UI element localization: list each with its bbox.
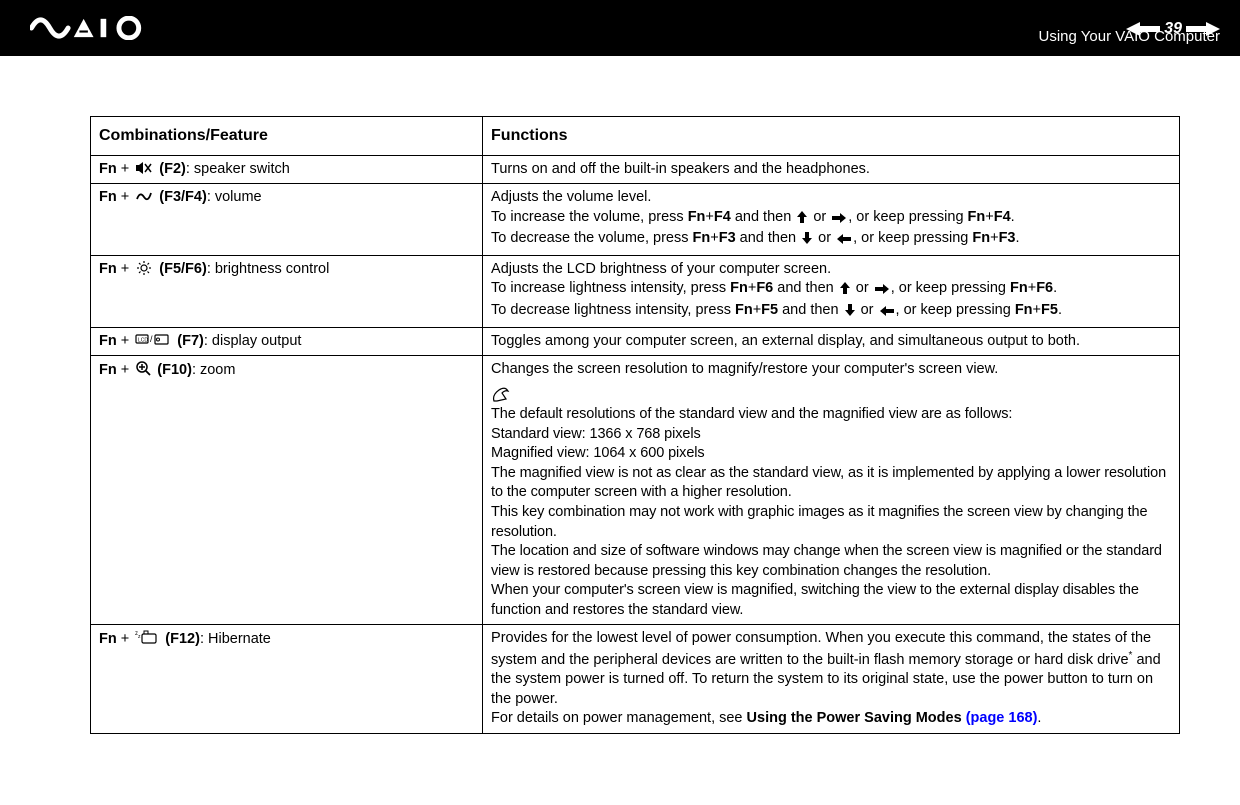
table-header-right: Functions: [483, 117, 1180, 156]
function-cell: Adjusts the volume level.To increase the…: [483, 184, 1180, 256]
zoom-icon: [133, 362, 153, 378]
svg-text:z: z: [138, 634, 141, 640]
hibernate-icon: zz: [133, 631, 161, 647]
page-content: Combinations/Feature Functions Fn + (F2)…: [0, 56, 1240, 754]
feature-cell: Fn + (F10): zoom: [91, 356, 483, 625]
svg-text:/: /: [150, 334, 153, 344]
page-section-title: Using Your VAIO Computer: [1039, 28, 1220, 46]
feature-cell: Fn + (F2): speaker switch: [91, 155, 483, 184]
volume-icon: [133, 189, 155, 205]
fn-key-table: Combinations/Feature Functions Fn + (F2)…: [90, 116, 1180, 734]
table-row: Fn + LCD/ (F7): display outputToggles am…: [91, 327, 1180, 356]
function-cell: Changes the screen resolution to magnify…: [483, 356, 1180, 625]
table-row: Fn + (F3/F4): volumeAdjusts the volume l…: [91, 184, 1180, 256]
table-row: Fn + (F2): speaker switchTurns on and of…: [91, 155, 1180, 184]
svg-text:LCD: LCD: [138, 337, 148, 343]
vaio-logo: [30, 16, 171, 40]
feature-cell: Fn + (F3/F4): volume: [91, 184, 483, 256]
function-cell: Turns on and off the built-in speakers a…: [483, 155, 1180, 184]
table-row: Fn + (F5/F6): brightness controlAdjusts …: [91, 255, 1180, 327]
table-header-left: Combinations/Feature: [91, 117, 483, 156]
feature-cell: Fn + (F5/F6): brightness control: [91, 255, 483, 327]
feature-cell: Fn + zz (F12): Hibernate: [91, 625, 483, 734]
brightness-icon: [133, 261, 155, 277]
vaio-logo-svg: [30, 16, 171, 40]
header-bar: 39 Using Your VAIO Computer: [0, 0, 1240, 56]
feature-cell: Fn + LCD/ (F7): display output: [91, 327, 483, 356]
table-row: Fn + zz (F12): HibernateProvides for the…: [91, 625, 1180, 734]
function-cell: Toggles among your computer screen, an e…: [483, 327, 1180, 356]
function-cell: Adjusts the LCD brightness of your compu…: [483, 255, 1180, 327]
speaker-mute-icon: [133, 161, 155, 177]
function-cell: Provides for the lowest level of power c…: [483, 625, 1180, 734]
table-row: Fn + (F10): zoomChanges the screen resol…: [91, 356, 1180, 625]
display-output-icon: LCD/: [133, 333, 173, 349]
